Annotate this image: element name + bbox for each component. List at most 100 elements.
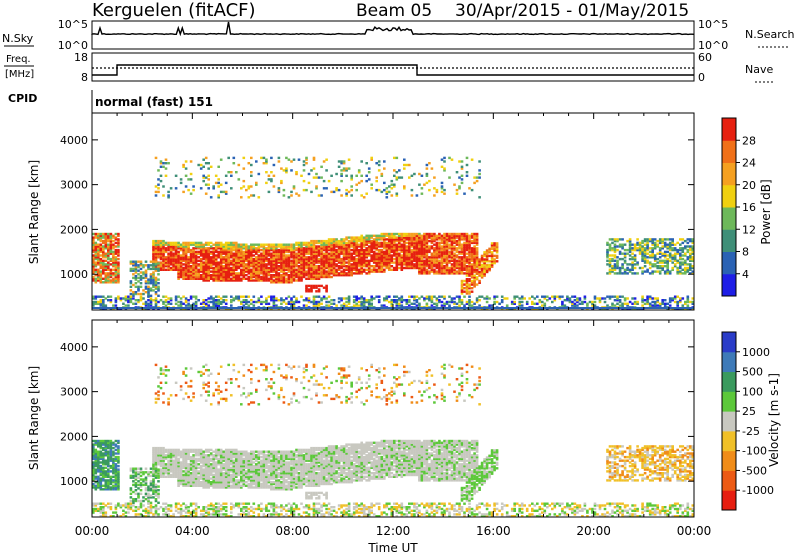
heatmap-cell (661, 300, 664, 304)
heatmap-cell (420, 174, 424, 177)
heatmap-cell (455, 270, 459, 273)
heatmap-cell (129, 285, 133, 288)
heatmap-cell (112, 265, 115, 268)
heatmap-cell (443, 232, 446, 236)
heatmap-cell (182, 268, 185, 271)
heatmap-cell (102, 268, 105, 271)
heatmap-cell (162, 162, 165, 165)
heatmap-cell (483, 258, 486, 261)
heatmap-cell (242, 274, 246, 277)
heatmap-cell (478, 281, 481, 284)
heatmap-cell (194, 275, 198, 279)
heatmap-cell (164, 162, 168, 165)
heatmap-cell (618, 299, 622, 302)
heatmap-cell (400, 232, 404, 236)
heatmap-cell (528, 297, 531, 300)
heatmap-cell (490, 252, 494, 256)
heatmap-cell (383, 241, 386, 245)
heatmap-cell (621, 243, 624, 246)
heatmap-cell (428, 232, 431, 236)
heatmap-cell (458, 300, 461, 304)
heatmap-cell (440, 300, 444, 304)
heatmap-cell (445, 265, 449, 268)
heatmap-cell (227, 171, 230, 174)
heatmap-cell (154, 297, 158, 300)
heatmap-cell (164, 475, 168, 478)
heatmap-cell (478, 295, 481, 298)
heatmap-cell (287, 243, 291, 246)
heatmap-cell (430, 241, 434, 245)
heatmap-cell (154, 280, 158, 283)
heatmap-cell (666, 263, 669, 266)
heatmap-cell (267, 272, 271, 275)
heatmap-cell (325, 266, 328, 270)
heatmap-cell (179, 247, 183, 250)
heatmap-cell (114, 277, 118, 280)
heatmap-cell (129, 262, 133, 265)
heatmap-cell (671, 254, 674, 257)
heatmap-cell (347, 252, 351, 255)
heatmap-cell (217, 275, 220, 279)
heatmap-cell (611, 254, 614, 257)
heatmap-cell (543, 302, 547, 305)
heatmap-cell (377, 254, 381, 257)
heatmap-cell (144, 287, 148, 290)
heatmap-cell (330, 247, 333, 250)
heatmap-cell (332, 259, 336, 262)
heatmap-cell (307, 288, 311, 291)
heatmap-cell (212, 259, 215, 262)
heatmap-cell (315, 275, 318, 279)
heatmap-cell (217, 295, 220, 298)
heatmap-cell (199, 167, 203, 170)
heatmap-cell (250, 261, 253, 264)
heatmap-cell (207, 167, 210, 170)
heatmap-cell (92, 254, 95, 257)
heatmap-cell (475, 243, 479, 246)
heatmap-cell (684, 266, 687, 270)
heatmap-cell (691, 257, 694, 261)
heatmap-cell (182, 252, 185, 255)
heatmap-cell (187, 178, 190, 181)
heatmap-cell (420, 270, 424, 273)
heatmap-cell (307, 259, 311, 262)
heatmap-cell (613, 265, 617, 268)
heatmap-cell (152, 282, 155, 285)
heatmap-cell (355, 304, 358, 307)
heatmap-cell (297, 245, 301, 248)
heatmap-cell (204, 272, 208, 275)
heatmap-cell (377, 236, 381, 239)
heatmap-cell (247, 268, 251, 271)
heatmap-cell (265, 277, 268, 280)
heatmap-cell (463, 266, 466, 270)
heatmap-cell (488, 263, 491, 267)
heatmap-cell (468, 287, 471, 290)
heatmap-cell (430, 254, 434, 257)
heatmap-cell (465, 252, 469, 255)
heatmap-cell (242, 179, 246, 183)
heatmap-cell (332, 268, 336, 271)
heatmap-cell (488, 297, 491, 300)
heatmap-cell (438, 243, 441, 246)
heatmap-cell (169, 187, 173, 190)
heatmap-cell (473, 279, 476, 283)
heatmap-cell (142, 297, 145, 300)
heatmap-cell (681, 263, 685, 266)
heatmap-cell (167, 257, 170, 261)
heatmap-cell (468, 257, 471, 261)
heatmap-cell (240, 300, 243, 304)
heatmap-cell (626, 297, 629, 300)
heatmap-cell (666, 254, 669, 257)
heatmap-cell (247, 250, 251, 254)
heatmap-cell (292, 300, 296, 304)
heatmap-cell (626, 263, 629, 266)
heatmap-cell (310, 259, 313, 262)
heatmap-cell (157, 183, 160, 186)
heatmap-cell (184, 185, 188, 188)
heatmap-cell (345, 297, 348, 300)
heatmap-cell (395, 304, 399, 307)
heatmap-cell (267, 250, 271, 254)
heatmap-cell (312, 256, 316, 259)
heatmap-cell (450, 270, 454, 273)
heatmap-cell (99, 243, 103, 246)
heatmap-cell (224, 275, 228, 279)
